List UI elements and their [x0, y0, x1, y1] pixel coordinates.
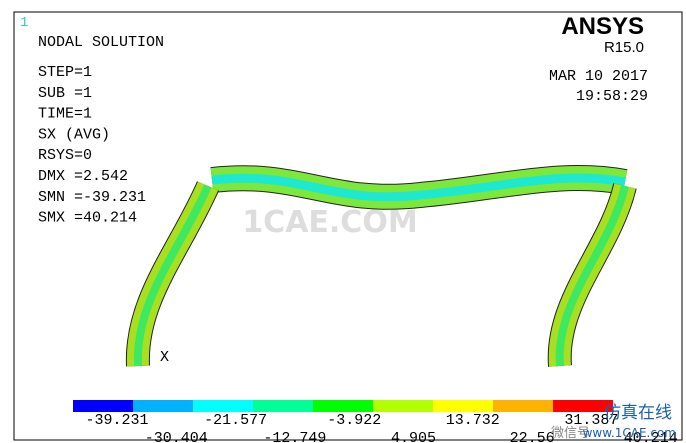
watermark: 1CAE.COM: [242, 205, 417, 240]
date: MAR 10 2017: [549, 68, 648, 85]
legend-label: -30.404: [145, 430, 208, 443]
legend-label: -3.922: [327, 412, 381, 429]
legend-label: -12.749: [263, 430, 326, 443]
frame-model: [125, 165, 637, 367]
info-line: STEP=1: [38, 64, 92, 81]
legend-swatch: [73, 400, 133, 412]
brand-watermark: 仿真在线: [604, 403, 672, 423]
legend-label: 31.387: [564, 412, 618, 429]
time: 19:58:29: [576, 88, 648, 105]
wechat-watermark: 微信号: [551, 426, 590, 441]
axis-label: X: [160, 349, 169, 366]
legend-swatch: [373, 400, 433, 412]
logo: ANSYS: [561, 13, 644, 40]
info-line: RSYS=0: [38, 147, 92, 164]
legend-swatch: [493, 400, 553, 412]
info-line: SMN =-39.231: [38, 189, 146, 206]
legend-swatch: [193, 400, 253, 412]
legend-label: 4.905: [391, 430, 436, 443]
viewport-border: [13, 11, 683, 441]
legend: -39.231-30.404-21.577-12.749-3.922 4.905 1…: [73, 400, 678, 443]
info-line: DMX =2.542: [38, 168, 128, 185]
info-lines: STEP=1 SUB =1 TIME=1 SX (AVG) RSYS=0 DMX =2.5…: [38, 64, 146, 227]
legend-label: 22.56: [510, 430, 555, 443]
info-title: NODAL SOLUTION: [38, 34, 164, 51]
info-line: SUB =1: [38, 85, 92, 102]
legend-swatch: [133, 400, 193, 412]
legend-swatch: [253, 400, 313, 412]
legend-label: -39.231: [85, 412, 148, 429]
url-watermark: www.1CAE.com: [583, 426, 676, 440]
legend-swatch: [553, 400, 613, 412]
legend-label: 40.214: [624, 430, 678, 443]
legend-label: 13.732: [446, 412, 500, 429]
release: R15.0: [604, 39, 644, 56]
window-number: 1: [20, 15, 28, 31]
legend-swatch: [433, 400, 493, 412]
legend-swatch: [313, 400, 373, 412]
info-line: SX (AVG): [38, 126, 110, 143]
legend-label: -21.577: [204, 412, 267, 429]
info-line: SMX =40.214: [38, 210, 137, 227]
info-line: TIME=1: [38, 106, 92, 123]
